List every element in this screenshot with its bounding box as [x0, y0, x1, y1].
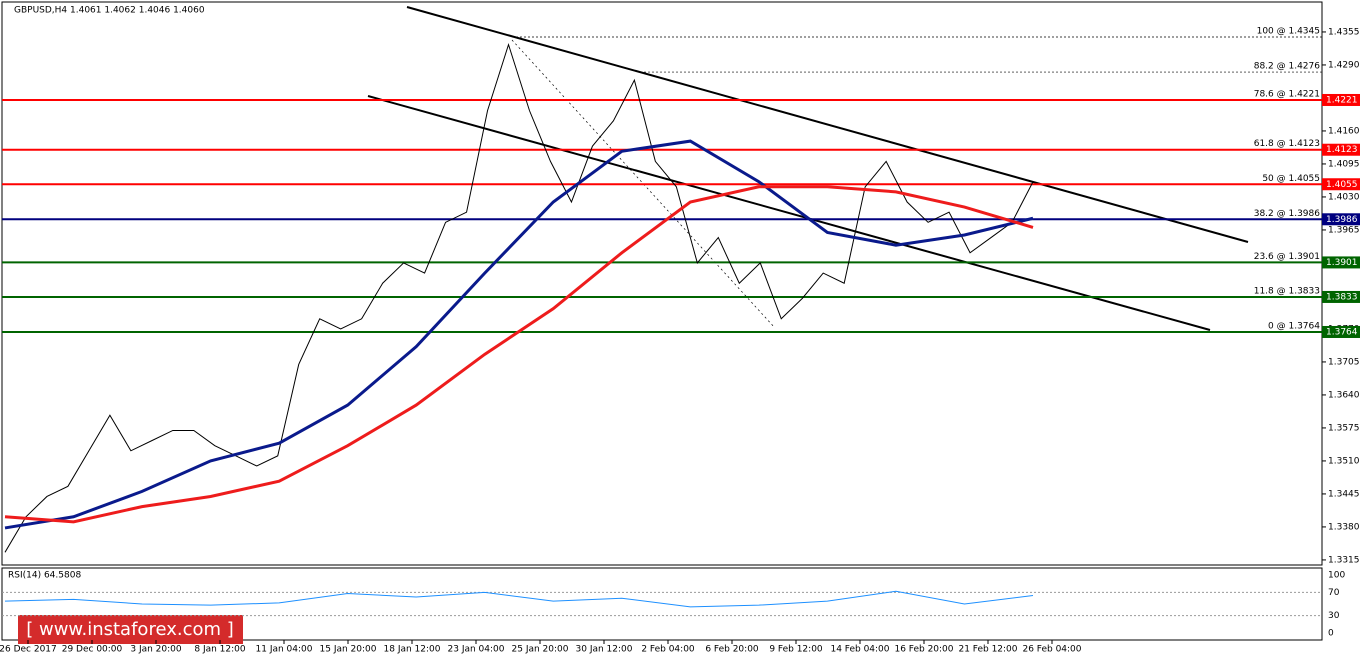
series-line	[4, 185, 1034, 524]
y-tick-label: 1.3575	[1328, 423, 1360, 433]
level-label: 1.3764	[1326, 327, 1358, 337]
rsi-tick-label: 100	[1328, 571, 1345, 581]
level-box	[1322, 178, 1360, 191]
fib-label: 11.8 @ 1.3833	[1254, 286, 1320, 296]
y-tick-label: 1.3445	[1328, 489, 1360, 499]
x-tick-label: 26 Dec 2017	[0, 645, 57, 655]
y-tick-label: 1.3315	[1328, 555, 1360, 565]
fib-label: 88.2 @ 1.4276	[1254, 62, 1321, 72]
fib-label: 61.8 @ 1.4123	[1254, 139, 1320, 149]
level-box	[1322, 256, 1360, 269]
level-label: 1.4221	[1326, 95, 1358, 105]
x-tick-label: 6 Feb 20:00	[705, 645, 759, 655]
x-tick-label: 3 Jan 20:00	[130, 645, 182, 655]
y-tick-label: 1.3705	[1328, 357, 1360, 367]
level-label: 1.4055	[1326, 180, 1358, 190]
chart-title: GBPUSD,H4 1.4061 1.4062 1.4046 1.4060	[14, 6, 205, 16]
fib-label: 100 @ 1.4345	[1257, 27, 1320, 37]
x-tick-label: 18 Jan 12:00	[384, 645, 441, 655]
x-tick-label: 29 Dec 00:00	[62, 645, 123, 655]
level-box	[1322, 143, 1360, 156]
y-tick-label: 1.4290	[1328, 60, 1360, 70]
x-tick-label: 2 Feb 04:00	[641, 645, 695, 655]
y-tick-label: 1.3510	[1328, 456, 1360, 466]
rsi-tick-label: 30	[1328, 611, 1340, 621]
fib-label: 78.6 @ 1.4221	[1254, 89, 1320, 99]
x-tick-label: 23 Jan 04:00	[448, 645, 505, 655]
level-box	[1322, 93, 1360, 106]
trend-line	[406, 6, 1249, 243]
y-tick-label: 1.3640	[1328, 390, 1360, 400]
y-tick-label: 1.4030	[1328, 192, 1360, 202]
x-tick-label: 15 Jan 20:00	[320, 645, 377, 655]
fib-label: 0 @ 1.3764	[1268, 321, 1320, 331]
level-label: 1.3833	[1326, 292, 1358, 302]
x-tick-label: 21 Feb 12:00	[958, 645, 1017, 655]
y-tick-label: 1.4355	[1328, 27, 1360, 37]
watermark-box	[18, 615, 243, 644]
rsi-tick-label: 70	[1328, 588, 1340, 598]
x-tick-label: 25 Jan 20:00	[512, 645, 569, 655]
y-tick-label: 1.4095	[1328, 159, 1360, 169]
watermark: [ www.instaforex.com ]	[26, 619, 234, 640]
fib-label: 50 @ 1.4055	[1262, 174, 1320, 184]
x-tick-label: 30 Jan 12:00	[576, 645, 633, 655]
x-tick-label: 16 Feb 20:00	[894, 645, 953, 655]
x-tick-label: 8 Jan 12:00	[194, 645, 246, 655]
y-tick-label: 1.4160	[1328, 126, 1360, 136]
level-label: 1.3901	[1326, 258, 1358, 268]
trend-line	[367, 95, 1211, 331]
x-tick-label: 9 Feb 12:00	[769, 645, 823, 655]
series-line	[4, 42, 1034, 553]
level-label: 1.4123	[1326, 145, 1358, 155]
fib-label: 23.6 @ 1.3901	[1254, 252, 1320, 262]
series-line	[4, 139, 1034, 530]
x-tick-label: 14 Feb 04:00	[830, 645, 889, 655]
fib-label: 38.2 @ 1.3986	[1254, 209, 1321, 219]
level-box	[1322, 213, 1360, 226]
rsi-label: RSI(14) 64.5808	[8, 571, 81, 581]
series-line	[4, 590, 1034, 608]
y-tick-label: 1.3380	[1328, 522, 1360, 532]
price-frame	[1, 1, 1323, 566]
rsi-frame	[1, 567, 1323, 641]
x-tick-label: 11 Jan 04:00	[256, 645, 313, 655]
level-box	[1322, 325, 1360, 338]
rsi-tick-label: 0	[1328, 629, 1334, 639]
x-tick-label: 26 Feb 04:00	[1022, 645, 1081, 655]
y-tick-label: 1.3965	[1328, 225, 1360, 235]
level-box	[1322, 290, 1360, 303]
level-label: 1.3986	[1326, 215, 1358, 225]
